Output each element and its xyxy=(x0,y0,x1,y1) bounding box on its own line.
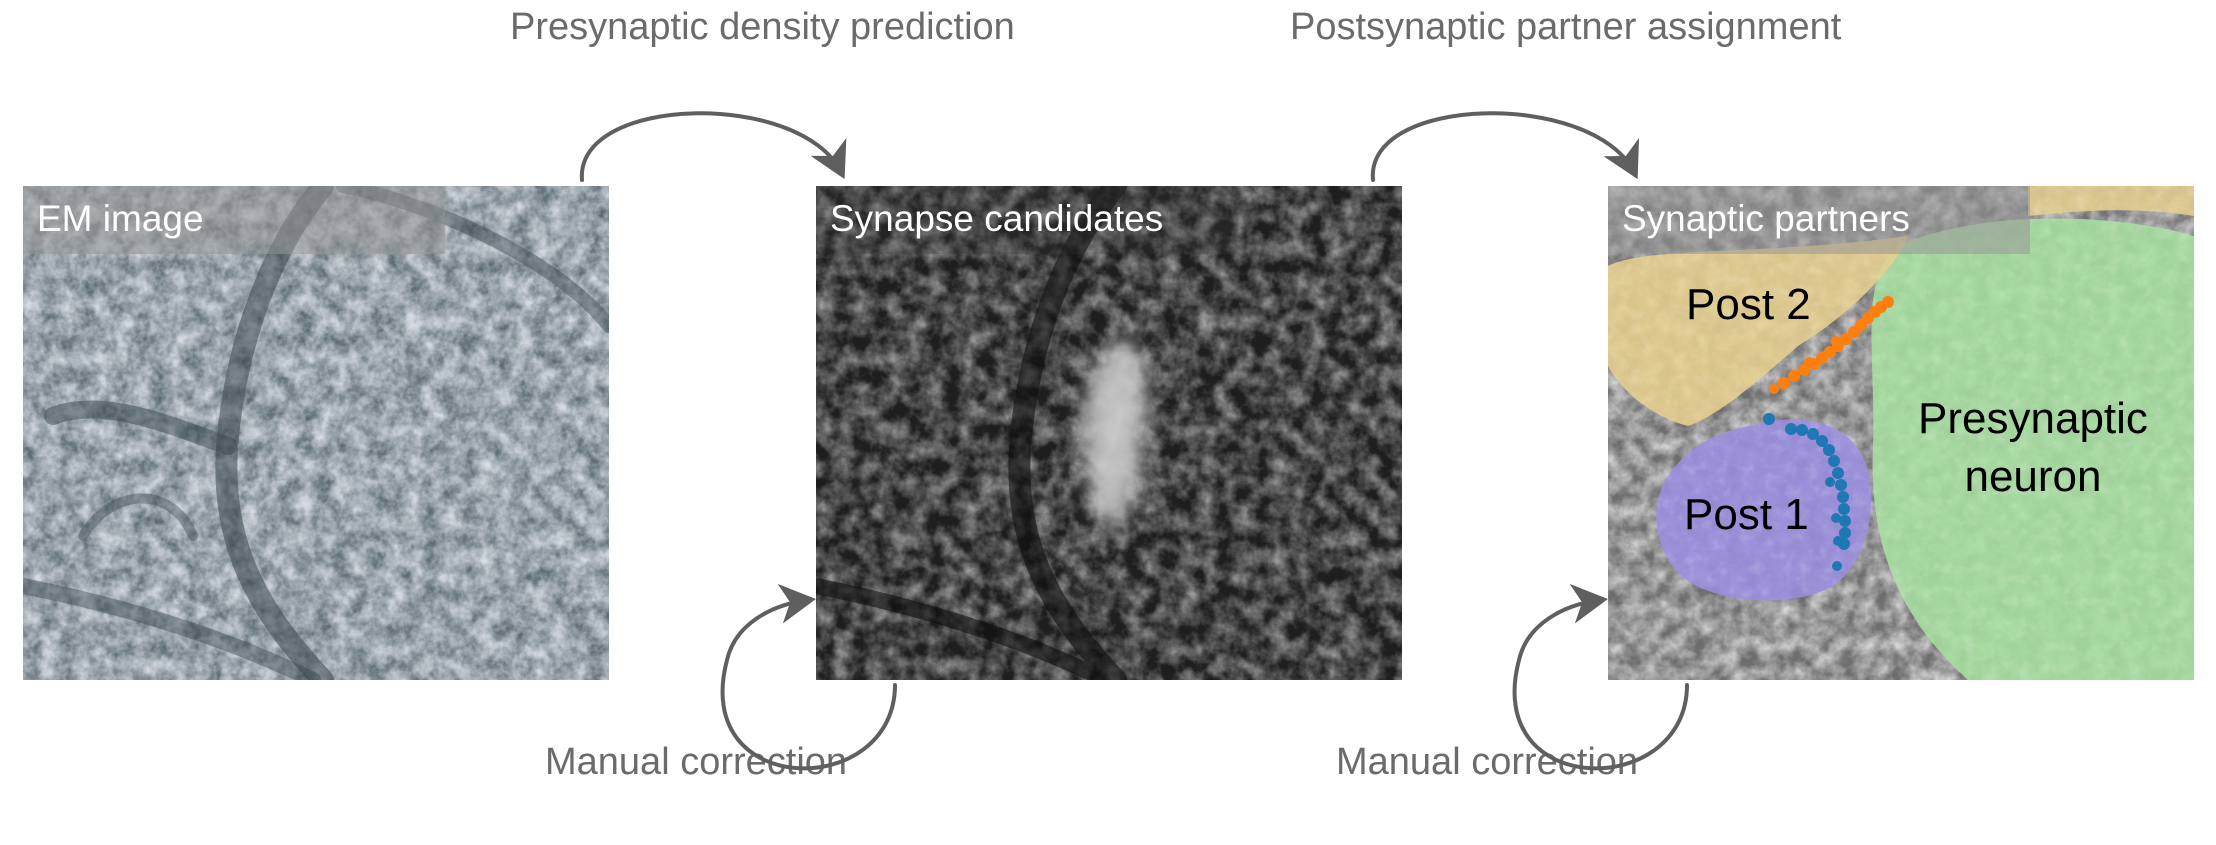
arrow-presynaptic-density xyxy=(579,111,847,182)
synapse-candidates-title: Synapse candidates xyxy=(816,186,1238,254)
synapse-candidates-image xyxy=(816,186,1402,680)
post1-synapse-dots xyxy=(1763,413,1851,571)
synaptic-partners-title: Synaptic partners xyxy=(1608,186,2030,254)
synapse-candidate-blob xyxy=(1082,336,1147,531)
arrow-postsynaptic-assignment xyxy=(1370,111,1639,182)
synaptic-partners-image xyxy=(1608,186,2194,680)
post1-label: Post 1 xyxy=(1684,490,1809,539)
post2-synapse-dots xyxy=(1769,296,1894,394)
presynaptic-neuron-label: Presynaptic neuron xyxy=(1918,394,2148,501)
step-manual-correction-2-label: Manual correction xyxy=(1336,741,1639,783)
em-image-title: EM image xyxy=(23,186,445,254)
step-manual-correction-1-label: Manual correction xyxy=(545,741,848,783)
post2-label: Post 2 xyxy=(1686,280,1811,329)
step-postsynaptic-assignment-label: Postsynaptic partner assignment xyxy=(1290,6,1842,48)
step-presynaptic-density-label: Presynaptic density prediction xyxy=(510,6,1015,48)
synapse-candidates-panel: Synapse candidates xyxy=(816,186,1402,680)
em-image xyxy=(23,186,609,680)
em-image-panel: EM image xyxy=(23,186,609,680)
synaptic-partners-panel: Synaptic partners Post 2 Post 1 Presynap… xyxy=(1608,186,2194,680)
